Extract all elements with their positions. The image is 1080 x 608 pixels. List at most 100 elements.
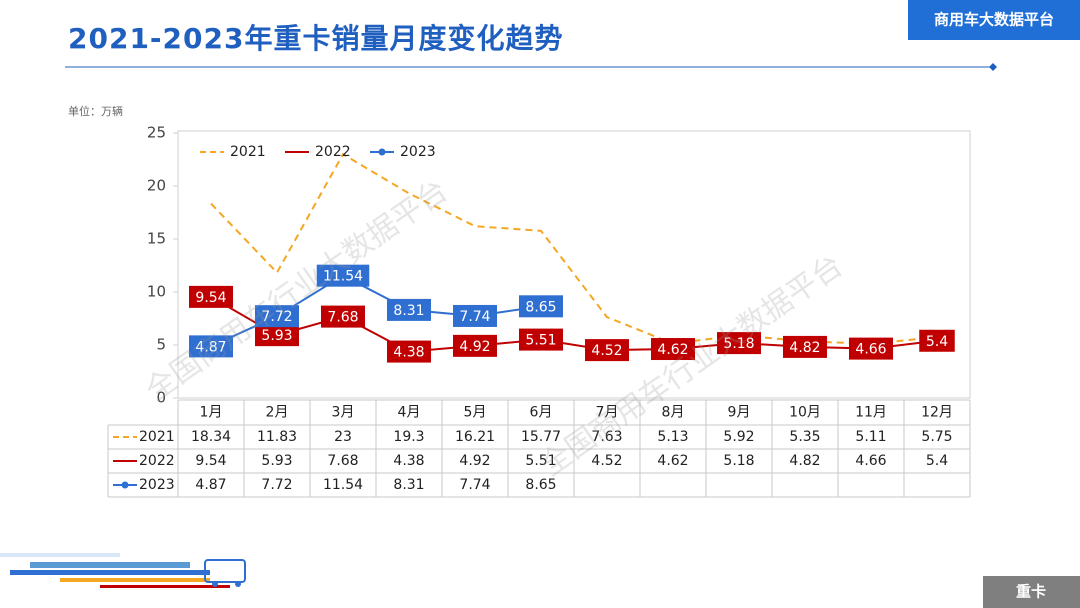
data-label: 8.31	[393, 303, 424, 319]
data-label-box	[321, 305, 365, 328]
rule-diamond	[989, 63, 997, 71]
data-label-box	[919, 329, 955, 352]
table-cell: 7.74	[459, 477, 490, 493]
table-cell: 11.83	[257, 429, 297, 445]
table-cell: 4.62	[657, 453, 688, 469]
table-cell: 9.54	[195, 453, 226, 469]
x-tick-label: 8月	[662, 405, 685, 421]
table-cell: 4.92	[459, 453, 490, 469]
legend-marker	[121, 481, 129, 489]
legend-label: 2021	[230, 144, 266, 160]
legend-marker	[378, 148, 386, 156]
x-tick-label: 9月	[728, 405, 751, 421]
table-cell: 4.87	[195, 477, 226, 493]
data-label: 4.38	[393, 345, 424, 361]
data-label-box	[189, 335, 233, 358]
y-tick-label: 5	[156, 336, 166, 354]
table-cell: 5.92	[723, 429, 754, 445]
data-label: 11.54	[323, 269, 363, 285]
y-tick-label: 0	[156, 389, 166, 407]
data-label-box	[849, 337, 893, 360]
x-tick-label: 1月	[200, 405, 223, 421]
data-label: 5.51	[525, 333, 556, 349]
legend-label: 2023	[400, 144, 436, 160]
data-label-box	[255, 324, 299, 347]
data-label-box	[316, 264, 370, 287]
x-tick-label: 2月	[266, 405, 289, 421]
table-cell: 18.34	[191, 429, 231, 445]
table-cell: 7.68	[327, 453, 358, 469]
y-tick-label: 10	[147, 283, 166, 301]
table-cell: 5.35	[789, 429, 820, 445]
data-label: 5.93	[261, 328, 292, 344]
data-label-box	[519, 295, 563, 318]
page-title: 2021-2023年重卡销量月度变化趋势	[68, 22, 563, 55]
data-label: 8.65	[525, 299, 556, 315]
watermark: 全国商用车行业大数据平台	[534, 248, 849, 483]
data-label: 9.54	[195, 290, 226, 306]
truck-decor	[0, 553, 246, 588]
table-cell: 23	[334, 429, 352, 445]
data-label: 4.62	[657, 342, 688, 358]
data-label-box	[387, 340, 431, 363]
table-cell: 5.75	[921, 429, 952, 445]
x-tick-label: 10月	[789, 405, 821, 421]
table-cell: 5.4	[926, 453, 948, 469]
data-label: 5.18	[723, 336, 754, 352]
plot-frame	[177, 130, 971, 399]
x-tick-label: 7月	[596, 405, 619, 421]
table-cell: 5.13	[657, 429, 688, 445]
table-cell: 4.52	[591, 453, 622, 469]
x-tick-label: 5月	[464, 405, 487, 421]
y-tick-label: 15	[147, 230, 166, 248]
x-tick-label: 11月	[855, 405, 887, 421]
table-cell: 8.31	[393, 477, 424, 493]
table-cell: 4.66	[855, 453, 886, 469]
data-label: 4.66	[855, 342, 886, 358]
unit-label: 单位：万辆	[68, 104, 123, 118]
brand-box	[908, 0, 1080, 40]
data-label-box	[651, 338, 695, 361]
data-label: 5.4	[926, 334, 948, 350]
table-cell: 11.54	[323, 477, 363, 493]
data-label-box	[453, 304, 497, 327]
footer-tag: 重卡	[1016, 583, 1046, 601]
data-label: 7.74	[459, 309, 490, 325]
data-label-box	[189, 285, 233, 308]
table-cell: 4.38	[393, 453, 424, 469]
x-tick-label: 6月	[530, 405, 553, 421]
footer-box	[983, 576, 1080, 608]
data-label-box	[453, 334, 497, 357]
series-line	[210, 296, 938, 353]
table-row-label: 2021	[139, 429, 175, 445]
data-label-box	[387, 298, 431, 321]
watermark: 全国商用车行业大数据平台	[139, 173, 454, 408]
data-label-box	[717, 332, 761, 355]
table-cell: 7.72	[261, 477, 292, 493]
y-tick-label: 25	[147, 124, 166, 142]
data-label: 7.72	[261, 309, 292, 325]
data-label-box	[783, 335, 827, 358]
table-row-label: 2022	[139, 453, 175, 469]
table-cell: 5.11	[855, 429, 886, 445]
data-label: 4.52	[591, 343, 622, 359]
table-cell: 5.93	[261, 453, 292, 469]
data-label-box	[519, 328, 563, 351]
table-cell: 15.77	[521, 429, 561, 445]
brand: 商用车大数据平台	[934, 11, 1054, 29]
x-tick-label: 3月	[332, 405, 355, 421]
table-cell: 5.51	[525, 453, 556, 469]
table-row-label: 2023	[139, 477, 175, 493]
data-label-box	[255, 305, 299, 328]
table-cell: 4.82	[789, 453, 820, 469]
table-cell: 7.63	[591, 429, 622, 445]
data-label-box	[585, 339, 629, 362]
x-tick-label: 4月	[398, 405, 421, 421]
table-cell: 5.18	[723, 453, 754, 469]
legend-label: 2022	[315, 144, 351, 160]
data-label: 4.82	[789, 340, 820, 356]
data-label: 4.92	[459, 339, 490, 355]
x-tick-label: 12月	[921, 405, 953, 421]
data-label: 4.87	[195, 339, 226, 355]
